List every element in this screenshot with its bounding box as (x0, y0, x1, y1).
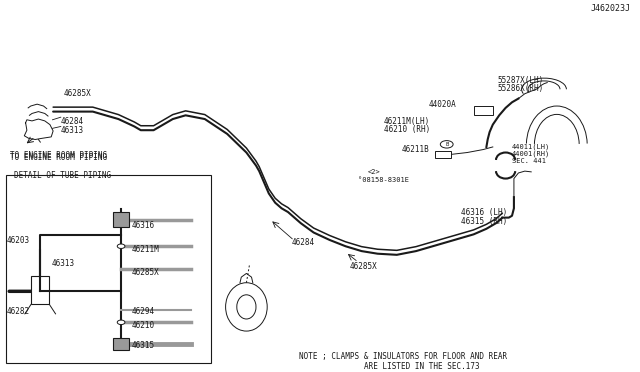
Circle shape (117, 244, 125, 248)
Text: 46203: 46203 (6, 236, 29, 245)
Text: 46316: 46316 (131, 221, 154, 230)
Text: 46211B: 46211B (402, 145, 429, 154)
Text: 46315 (RH): 46315 (RH) (461, 217, 507, 225)
Bar (474, 106, 493, 115)
Text: <2>: <2> (368, 169, 381, 175)
Text: 46285X: 46285X (131, 268, 159, 277)
Circle shape (117, 320, 125, 324)
Text: SEC. 441: SEC. 441 (512, 158, 546, 164)
Text: 44011(LH): 44011(LH) (512, 143, 550, 150)
Bar (31, 276, 49, 304)
Text: J462023J: J462023J (590, 4, 630, 13)
Text: 46315: 46315 (131, 341, 154, 350)
Text: 46313: 46313 (51, 259, 75, 267)
Text: 46284: 46284 (291, 238, 314, 247)
Text: NOTE ; CLAMPS & INSULATORS FOR FLOOR AND REAR
        ARE LISTED IN THE SEC.173: NOTE ; CLAMPS & INSULATORS FOR FLOOR AND… (299, 352, 508, 371)
Text: 46210 (RH): 46210 (RH) (384, 125, 430, 134)
Text: 46211M: 46211M (131, 246, 159, 254)
Text: 46285X: 46285X (64, 89, 92, 98)
Text: 46211M(LH): 46211M(LH) (384, 117, 430, 126)
Text: 46210: 46210 (131, 321, 154, 330)
Text: TO ENGINE ROOM PIPING: TO ENGINE ROOM PIPING (10, 153, 107, 161)
Text: 55286X(RH): 55286X(RH) (498, 84, 544, 93)
Bar (6, 175, 211, 363)
Bar (113, 338, 129, 350)
Text: 46313: 46313 (61, 126, 84, 135)
Text: 46316 (LH): 46316 (LH) (461, 208, 507, 217)
Text: 46285X: 46285X (350, 262, 378, 271)
Bar (113, 212, 129, 227)
Text: B: B (445, 142, 449, 147)
Text: 44020A: 44020A (429, 100, 456, 109)
Text: TO ENGINE ROOM PIPING: TO ENGINE ROOM PIPING (10, 151, 107, 160)
Text: 55287X(LH): 55287X(LH) (498, 76, 544, 85)
Bar (435, 151, 451, 158)
Text: DETAIL OF TUBE PIPING: DETAIL OF TUBE PIPING (14, 171, 111, 180)
Text: °08158-8301E: °08158-8301E (358, 177, 410, 183)
Circle shape (440, 141, 453, 148)
Text: 46282: 46282 (6, 308, 29, 317)
Text: 44001(RH): 44001(RH) (512, 151, 550, 157)
Text: 46294: 46294 (131, 308, 154, 317)
Text: 46284: 46284 (61, 117, 84, 126)
